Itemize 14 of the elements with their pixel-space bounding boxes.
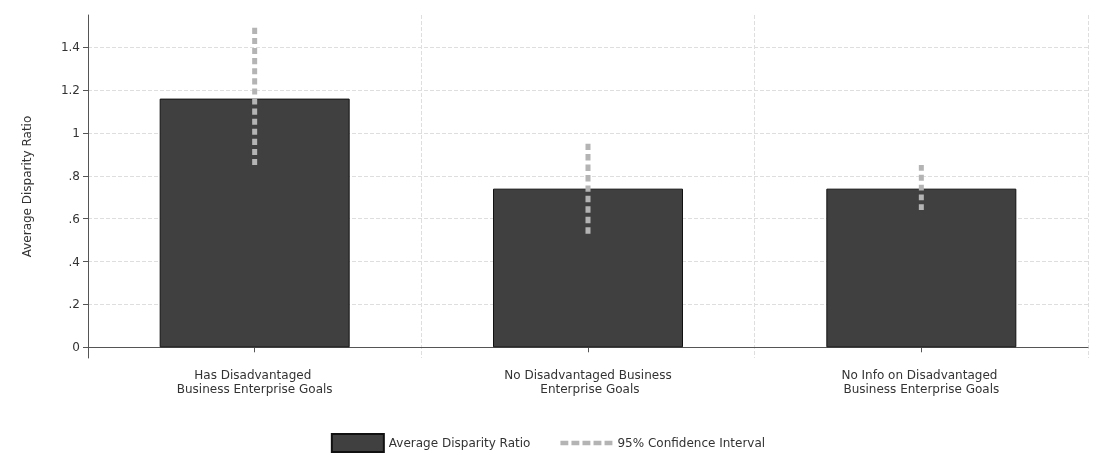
text: 95% Confidence Interval xyxy=(617,436,766,450)
y-tick-label: .8 xyxy=(68,168,80,183)
y-tick-label: .6 xyxy=(68,211,80,226)
legend-label: Average Disparity Ratio xyxy=(388,436,531,450)
x-tick-label: No Disadvantaged Business Enterprise Goals xyxy=(504,368,672,396)
y-axis-title: Average Disparity Ratio xyxy=(20,115,34,258)
y-tick-label: 1 xyxy=(72,125,80,140)
y-tick-label: .2 xyxy=(68,297,80,312)
x-tick-label: No Info on Disadvantaged Business Enterprise Goals xyxy=(841,368,1002,396)
x-tick-label: Has Disadvantaged Business Enterprise Goals xyxy=(176,368,333,396)
y-tick-label: .4 xyxy=(68,254,80,269)
y-tick-label: 1.2 xyxy=(60,83,80,98)
y-tick-label: 1.4 xyxy=(60,40,80,55)
y-tick-label: 0 xyxy=(72,340,80,355)
